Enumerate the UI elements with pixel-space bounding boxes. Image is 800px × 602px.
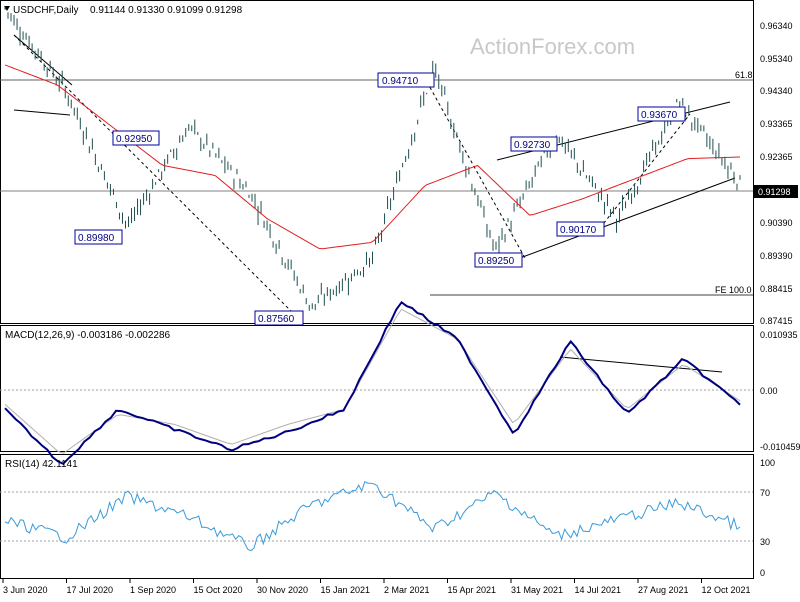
rsi-label: RSI(14) 42.1141: [5, 459, 78, 470]
x-tick-label: 17 Jul 2020: [67, 585, 114, 595]
annotation-text: 0.89980: [78, 233, 115, 244]
x-axis: 3 Jun 2020 17 Jul 2020 1 Sep 2020 15 Oct 20…: [2, 579, 751, 595]
rsi-tick: 100: [760, 458, 775, 468]
price-candles: [4, 6, 741, 311]
price-axis: 0.96340 0.95340 0.94340 0.93365 0.92365 …: [760, 21, 793, 326]
annotation-text: 0.90170: [560, 225, 597, 236]
annotation-text: 0.92950: [116, 134, 153, 145]
price-tick: 0.89390: [760, 251, 793, 261]
annotation: 0.92730: [510, 136, 558, 152]
annotation: 0.92950: [112, 130, 160, 146]
x-tick-label: 3 Jun 2020: [3, 585, 48, 595]
macd-tick: 0.00: [760, 386, 778, 396]
rsi-tick: 70: [760, 488, 770, 498]
fe-100-label: FE 100.0: [715, 285, 752, 295]
annotation: 0.89980: [74, 229, 123, 245]
watermark: ActionForex.com: [470, 34, 635, 59]
x-tick-label: 2 Mar 2021: [384, 585, 430, 595]
macd-line: [4, 300, 741, 465]
ohlc-label: 0.91144 0.91330 0.91099 0.91298: [90, 5, 243, 16]
price-pane: [0, 0, 754, 324]
annotation-box: [112, 130, 160, 146]
x-tick-label: 27 Aug 2021: [638, 585, 689, 595]
price-tick: 0.87415: [760, 316, 793, 326]
macd-tick: 0.010935: [760, 330, 798, 340]
rsi-tick: 30: [760, 537, 770, 547]
annotation-box: [637, 106, 686, 122]
x-tick-label: 31 May 2021: [511, 585, 563, 595]
annotation: 0.89250: [474, 252, 523, 268]
x-tick-label: 1 Sep 2020: [130, 585, 176, 595]
macd-label: MACD(12,26,9) -0.003186 -0.002286: [5, 330, 171, 341]
trendline: [599, 113, 691, 229]
rsi-line: [4, 480, 741, 552]
macd-signal-line: [4, 308, 741, 454]
annotation-box: [377, 72, 435, 88]
symbol-label: USDCHF,Daily: [13, 5, 79, 16]
x-tick-label: 12 Oct 2021: [702, 585, 751, 595]
price-tick: 0.92365: [760, 152, 793, 162]
annotation-text: 0.87560: [258, 314, 295, 325]
annotation-text: 0.89250: [478, 256, 515, 267]
annotation: 0.87560: [254, 310, 304, 326]
x-tick-label: 14 Jul 2021: [575, 585, 622, 595]
annotation-box: [474, 252, 523, 268]
annotation: 0.90170: [556, 221, 605, 237]
macd-pane: [0, 325, 754, 452]
annotation-text: 0.94710: [382, 76, 419, 87]
annotation-box: [510, 136, 558, 152]
trendlines: [13, 34, 736, 321]
rsi-pane: [0, 454, 754, 579]
annotation-box: [74, 229, 123, 245]
current-price-label: 0.91298: [758, 187, 791, 197]
x-tick-label: 15 Apr 2021: [448, 585, 497, 595]
x-tick-label: 15 Jan 2021: [321, 585, 371, 595]
x-tick-label: 15 Oct 2020: [194, 585, 243, 595]
price-tick: 0.95340: [760, 54, 793, 64]
price-tick: 0.93365: [760, 119, 793, 129]
price-tick: 0.88415: [760, 284, 793, 294]
price-tick: 0.94340: [760, 86, 793, 96]
price-tick: 0.96340: [760, 21, 793, 31]
macd-divergence-line: [559, 356, 723, 373]
macd-tick: -0.010459: [760, 442, 800, 452]
annotation: 0.93670: [637, 106, 686, 122]
annotation-box: [556, 221, 605, 237]
fib-61-8-label: 61.8: [735, 70, 753, 80]
annotation-text: 0.92730: [514, 140, 551, 151]
rsi-tick: 0: [760, 568, 765, 578]
current-price-marker: [754, 185, 798, 198]
trendline: [519, 177, 736, 259]
x-tick-label: 30 Nov 2020: [257, 585, 308, 595]
trendline: [13, 34, 301, 321]
annotation-box: [254, 310, 304, 326]
trendline: [13, 109, 71, 116]
annotation: 0.94710: [377, 72, 435, 88]
price-tick: 0.90390: [760, 218, 793, 228]
annotation-text: 0.93670: [641, 110, 678, 121]
